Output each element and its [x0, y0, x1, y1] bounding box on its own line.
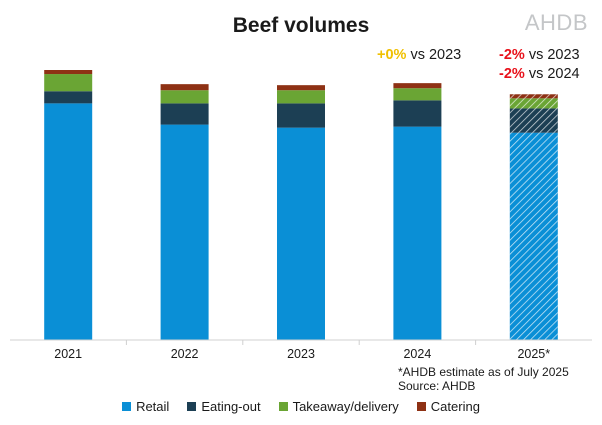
x-tick-label-2024: 2024: [403, 347, 431, 361]
bar-2021-catering: [44, 70, 93, 75]
annotation-2025-vs-2024-text: vs 2024: [524, 66, 580, 82]
x-tick-label-2021: 2021: [54, 347, 82, 361]
bar-hatch-2025-takeaway-delivery: [509, 98, 558, 109]
legend-swatch: [416, 402, 426, 411]
x-tick-label-2025: 2025*: [517, 347, 550, 361]
legend-label: Takeaway/delivery: [292, 399, 399, 414]
bar-2024-takeaway-delivery: [393, 88, 442, 101]
annotation-2024-text: vs 2023: [406, 47, 462, 63]
bar-2022-eating-out: [160, 103, 209, 125]
ahdb-logo: AHDB: [524, 10, 588, 35]
annotation-2024-pct: +0%: [377, 47, 407, 63]
legend-label: Catering: [430, 399, 480, 414]
bar-hatch-2025-eating-out: [509, 108, 558, 133]
annotation-2025-vs-2024: -2% vs 2024: [499, 66, 580, 82]
x-tick-label-2022: 2022: [171, 347, 199, 361]
annotation-2025-vs-2023-pct: -2%: [499, 47, 525, 63]
legend-label: Retail: [136, 399, 170, 414]
stacked-bar-chart: 2021 2022 2023 2024 2025*: [10, 70, 592, 361]
bar-2023-retail: [277, 127, 325, 341]
legend-swatch: [122, 402, 132, 411]
annotation-2025-vs-2023: -2% vs 2023: [499, 47, 580, 63]
legend-swatch: [187, 402, 197, 411]
x-tick-label-2023: 2023: [287, 347, 315, 361]
annotation-2024: +0% vs 2023: [377, 47, 461, 63]
legend-item-retail: Retail: [122, 399, 169, 414]
bar-hatch-2025-catering: [509, 94, 558, 99]
legend-item-eating-out: Eating-out: [187, 399, 261, 414]
bar-2022-catering: [160, 84, 209, 91]
bar-2021-takeaway-delivery: [44, 74, 93, 92]
bar-2024-retail: [393, 126, 442, 340]
legend-swatch: [278, 402, 288, 411]
bar-2024-eating-out: [393, 100, 442, 127]
legend: Retail Eating-out Takeaway/delivery Caterin…: [0, 399, 602, 414]
bar-2023-eating-out: [277, 103, 325, 128]
bar-2024-catering: [393, 83, 442, 89]
bar-2022-retail: [160, 124, 209, 340]
estimate-note: *AHDB estimate as of July 2025: [398, 365, 569, 379]
bar-hatch-2025-retail: [509, 132, 558, 340]
bar-2021-eating-out: [44, 91, 93, 104]
legend-item-takeaway-delivery: Takeaway/delivery: [278, 399, 399, 414]
bar-2023-catering: [277, 85, 325, 91]
bar-2022-takeaway-delivery: [160, 90, 209, 104]
chart-title: Beef volumes: [232, 14, 370, 37]
annotation-2025-vs-2024-pct: -2%: [499, 66, 525, 82]
annotation-2025-vs-2023-text: vs 2023: [524, 47, 580, 63]
legend-item-catering: Catering: [416, 399, 480, 414]
legend-label: Eating-out: [201, 399, 261, 414]
bar-2023-takeaway-delivery: [277, 90, 325, 104]
source-note: Source: AHDB: [398, 379, 476, 393]
bar-2021-retail: [44, 103, 93, 340]
